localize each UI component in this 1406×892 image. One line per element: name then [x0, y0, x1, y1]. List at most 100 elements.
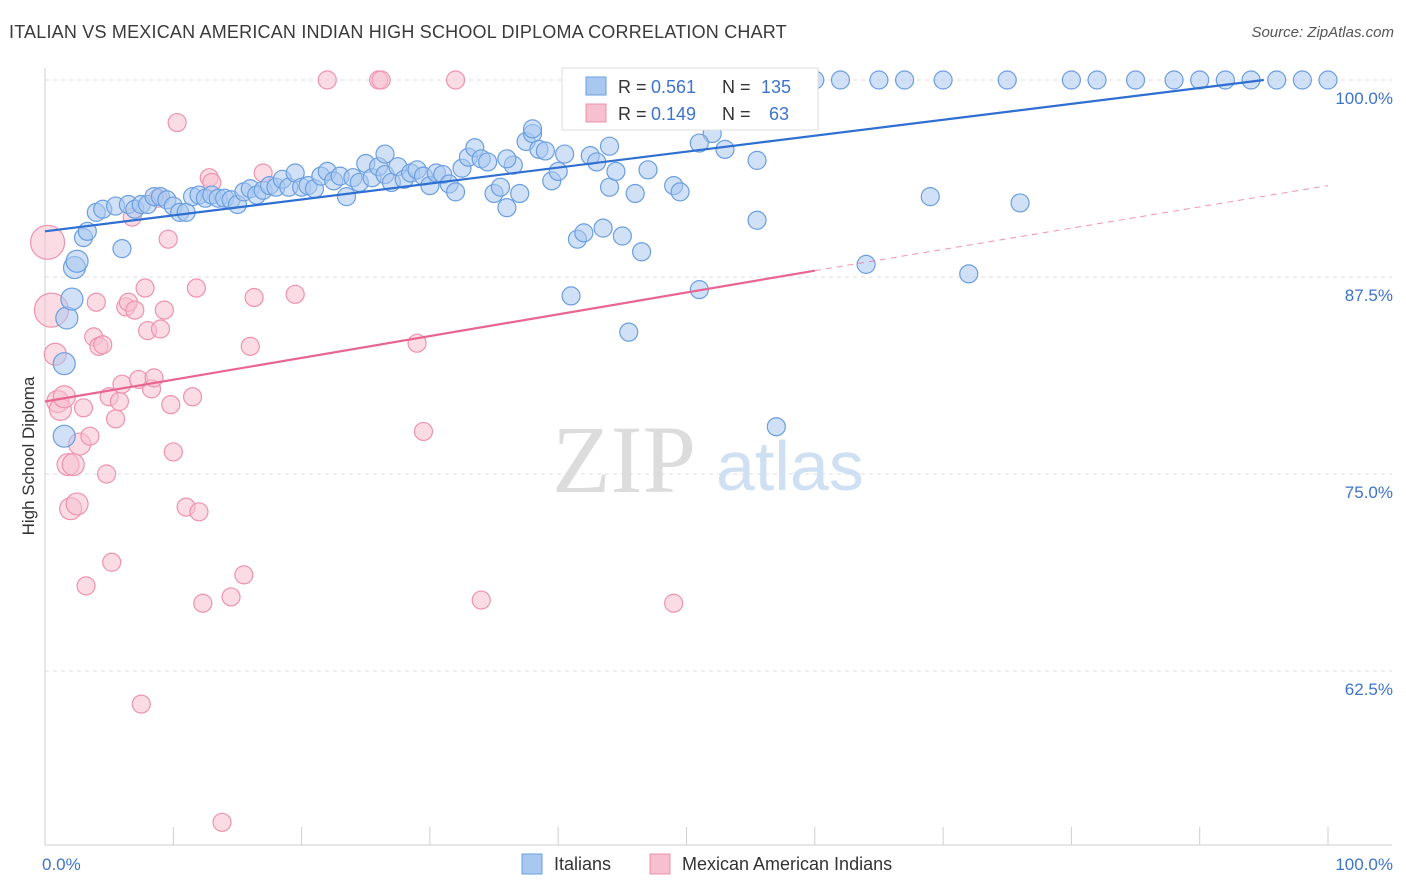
- y-tick-label: 75.0%: [1345, 483, 1393, 502]
- point-italians: [1292, 70, 1312, 90]
- point-mexican-american-indians: [189, 502, 209, 522]
- point-italians: [612, 226, 632, 246]
- point-italians: [830, 70, 851, 90]
- trend-line-mexican: [44, 269, 815, 403]
- point-mexican-american-indians: [445, 70, 466, 90]
- point-mexican-american-indians: [413, 421, 434, 442]
- axes: [44, 68, 1392, 846]
- point-italians: [535, 141, 555, 161]
- point-italians: [548, 161, 568, 182]
- point-mexican-american-indians: [186, 278, 206, 298]
- stats-swatch-mexican: [585, 103, 607, 123]
- point-italians: [497, 149, 517, 169]
- legend-swatch-mexican: [649, 853, 671, 875]
- point-italians: [670, 182, 690, 202]
- point-italians: [497, 198, 517, 218]
- point-mexican-american-indians: [154, 300, 174, 320]
- legend-swatch-italians: [521, 853, 543, 875]
- y-tick-label: 62.5%: [1345, 680, 1393, 699]
- point-italians: [1010, 193, 1030, 213]
- point-italians: [555, 144, 575, 164]
- point-mexican-american-indians: [131, 694, 151, 714]
- point-mexican-american-indians: [158, 229, 178, 249]
- point-italians: [336, 187, 357, 207]
- trend-lines: [44, 78, 1329, 403]
- point-italians: [65, 249, 89, 273]
- point-mexican-american-indians: [105, 409, 126, 429]
- x-tick-label-min: 0.0%: [42, 855, 81, 874]
- point-italians: [1087, 70, 1107, 90]
- point-mexican-american-indians: [285, 284, 305, 304]
- point-mexican-american-indians: [93, 335, 113, 355]
- point-mexican-american-indians: [664, 593, 684, 613]
- watermark-zip: ZIP: [552, 406, 696, 513]
- point-mexican-american-indians: [471, 590, 491, 610]
- y-tick-label: 100.0%: [1335, 89, 1393, 108]
- legend-label-mexican: Mexican American Indians: [682, 854, 892, 874]
- point-mexican-american-indians: [150, 319, 171, 339]
- point-italians: [606, 161, 626, 182]
- point-italians: [1125, 70, 1146, 90]
- point-italians: [112, 239, 132, 259]
- point-italians: [1318, 70, 1338, 90]
- x-tick-marks: [44, 827, 1329, 845]
- point-italians: [689, 133, 709, 153]
- stats-n-label-mexican: N =: [722, 104, 751, 124]
- point-italians: [1061, 70, 1082, 90]
- point-mexican-american-indians: [102, 552, 122, 572]
- point-italians: [625, 183, 645, 204]
- point-italians: [638, 160, 658, 180]
- point-italians: [747, 210, 767, 230]
- point-italians: [52, 352, 76, 376]
- stats-r-label-mexican: R =: [618, 104, 647, 124]
- stats-box: R = 0.561 N = 135 R = 0.149 N = 63: [561, 67, 819, 131]
- chart-title: ITALIAN VS MEXICAN AMERICAN INDIAN HIGH …: [9, 22, 787, 42]
- point-mexican-american-indians: [234, 565, 254, 585]
- trend-extension-mexican: [814, 185, 1329, 272]
- point-mexican-american-indians: [61, 452, 85, 477]
- point-mexican-american-indians: [244, 287, 264, 308]
- point-mexican-american-indians: [96, 464, 117, 484]
- point-italians: [510, 183, 530, 204]
- y-tick-label: 87.5%: [1345, 286, 1393, 305]
- point-italians: [1164, 70, 1184, 90]
- point-mexican-american-indians: [163, 442, 183, 462]
- point-mexican-american-indians: [317, 70, 337, 90]
- stats-n-value-italians: 135: [761, 77, 791, 97]
- point-italians: [574, 223, 594, 243]
- point-italians: [997, 70, 1017, 90]
- point-italians: [631, 242, 652, 262]
- point-italians: [522, 119, 543, 139]
- point-italians: [715, 139, 735, 159]
- point-mexican-american-indians: [65, 492, 89, 516]
- point-italians: [60, 287, 84, 311]
- stats-r-value-italians: 0.561: [651, 77, 696, 97]
- stats-r-label-italians: R =: [618, 77, 647, 97]
- point-italians: [895, 70, 915, 90]
- point-mexican-american-indians: [135, 278, 155, 298]
- point-mexican-american-indians: [240, 336, 260, 356]
- stats-n-value-mexican: 63: [769, 104, 789, 124]
- point-mexican-american-indians: [29, 224, 66, 260]
- point-mexican-american-indians: [76, 576, 96, 596]
- point-italians: [375, 144, 395, 164]
- point-mexican-american-indians: [86, 292, 106, 312]
- point-mexican-american-indians: [193, 593, 213, 613]
- source-label: Source: ZipAtlas.com: [1251, 24, 1394, 41]
- point-italians: [933, 70, 953, 90]
- point-italians: [766, 417, 786, 437]
- y-tick-labels: 100.0% 87.5% 75.0% 62.5%: [1335, 89, 1393, 699]
- series-italians: [52, 70, 1338, 448]
- point-mexican-american-indians: [80, 426, 100, 446]
- point-italians: [52, 424, 76, 448]
- stats-r-value-mexican: 0.149: [651, 104, 696, 124]
- watermark: ZIP atlas: [552, 406, 864, 513]
- point-mexican-american-indians: [167, 112, 187, 133]
- stats-n-label-italians: N =: [722, 77, 751, 97]
- point-italians: [490, 177, 511, 197]
- point-italians: [445, 182, 466, 202]
- point-mexican-american-indians: [161, 395, 181, 415]
- point-mexican-american-indians: [73, 398, 94, 418]
- point-mexican-american-indians: [182, 387, 203, 407]
